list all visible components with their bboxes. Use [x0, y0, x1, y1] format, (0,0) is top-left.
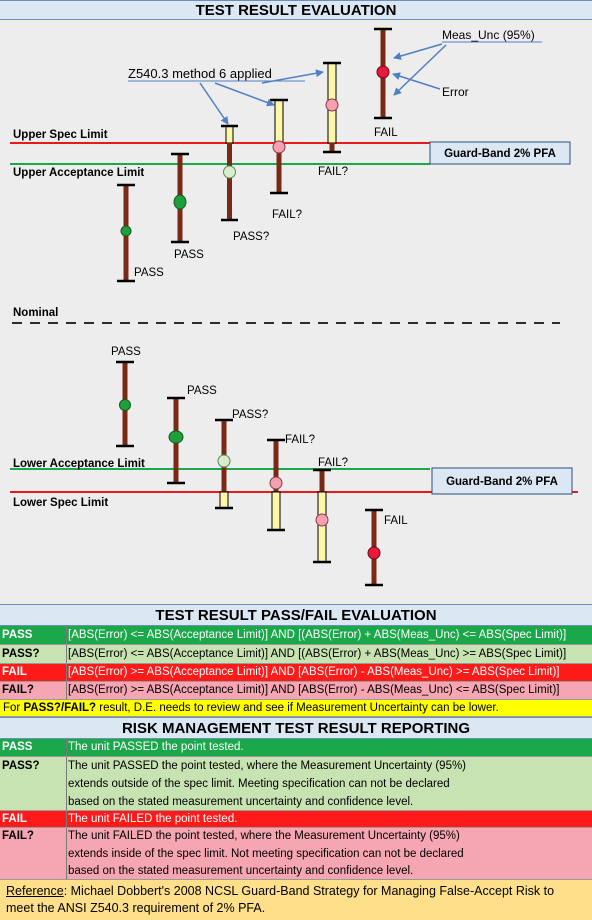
eval-key: FAIL	[2, 666, 27, 678]
lower-acceptance-label: Lower Acceptance Limit	[13, 458, 145, 470]
lower-measurement-5: FAIL?	[313, 457, 348, 564]
eval-row-pass: PASS [ABS(Error) <= ABS(Acceptance Limit…	[0, 626, 592, 645]
eval-row-pass-q: PASS? [ABS(Error) <= ABS(Acceptance Limi…	[0, 645, 592, 664]
upper-result-4: FAIL?	[272, 209, 302, 221]
risk-key: PASS?	[2, 760, 40, 772]
upper-result-5: FAIL?	[318, 166, 348, 178]
eval-row-fail-q: FAIL? [ABS(Error) >= ABS(Acceptance Limi…	[0, 682, 592, 700]
risk-key: FAIL?	[2, 830, 34, 842]
guard-band-upper-label: Guard-Band 2% PFA	[444, 148, 556, 160]
guard-band-upper-box	[429, 141, 571, 165]
lower-spec-label: Lower Spec Limit	[13, 497, 108, 509]
upper-measurement-2: PASS	[171, 152, 204, 261]
diagram-svg: Upper Spec Limit Upper Acceptance Limit …	[10, 27, 578, 587]
upper-measurement-1: PASS	[117, 183, 164, 283]
risk-text: The unit PASSED the point tested.	[68, 741, 244, 753]
upper-measurement-3: PASS?	[221, 124, 269, 243]
main-title: TEST RESULT EVALUATION	[0, 0, 592, 20]
upper-result-3: PASS?	[233, 231, 269, 243]
reference-line1: : Michael Dobbert's 2008 NCSL Guard-Band…	[63, 884, 555, 898]
eval-note: For PASS?/FAIL? result, D.E. needs to re…	[0, 700, 592, 717]
lower-result-3: PASS?	[232, 409, 268, 421]
reference-line2: meet the ANSI Z540.3 requirement of 2% P…	[6, 901, 266, 915]
lower-result-4: FAIL?	[285, 434, 315, 446]
risk-key: FAIL	[2, 813, 27, 825]
eval-note-suffix: result, D.E. needs to review and see if …	[96, 702, 499, 714]
method-callout: Z540.3 method 6 applied	[128, 66, 272, 81]
upper-measurement-5: FAIL?	[318, 61, 348, 178]
risk-key: PASS	[2, 741, 33, 753]
reference-box: Reference: Michael Dobbert's 2008 NCSL G…	[0, 880, 592, 920]
meas-unc-callout: Meas_Unc (95%)	[442, 28, 535, 42]
guard-band-lower-label: Guard-Band 2% PFA	[446, 476, 558, 488]
lower-measurement-2: PASS	[167, 385, 217, 485]
eval-key: PASS?	[2, 648, 40, 660]
eval-key: PASS	[2, 629, 33, 641]
risk-text: The unit FAILED the point tested, where …	[68, 830, 464, 877]
upper-acceptance-label: Upper Acceptance Limit	[13, 167, 144, 179]
risk-row-pass: PASS The unit PASSED the point tested.	[0, 739, 592, 757]
eval-note-bold: PASS?/FAIL?	[23, 702, 97, 714]
error-callout: Error	[442, 85, 469, 99]
reference-label: Reference	[6, 884, 64, 898]
eval-note-prefix: For	[3, 702, 24, 714]
risk-row-fail: FAIL The unit FAILED the point tested.	[0, 811, 592, 828]
upper-result-2: PASS	[174, 249, 204, 261]
upper-result-1: PASS	[134, 267, 164, 279]
eval-text: [ABS(Error) <= ABS(Acceptance Limit)] AN…	[68, 629, 567, 641]
nominal-label: Nominal	[13, 307, 58, 319]
eval-key: FAIL?	[2, 684, 34, 696]
upper-result-6: FAIL	[374, 127, 398, 139]
lower-result-1: PASS	[111, 346, 141, 358]
guard-band-lower-box	[431, 467, 573, 495]
lower-result-5: FAIL?	[318, 457, 348, 469]
upper-spec-label: Upper Spec Limit	[13, 129, 108, 141]
lower-result-2: PASS	[187, 385, 217, 397]
risk-row-pass-q: PASS? The unit PASSED the point tested, …	[0, 757, 592, 811]
eval-row-fail: FAIL [ABS(Error) >= ABS(Acceptance Limit…	[0, 664, 592, 682]
guard-band-diagram: Upper Spec Limit Upper Acceptance Limit …	[0, 20, 592, 604]
lower-result-6: FAIL	[384, 515, 408, 527]
lower-measurement-6: FAIL	[365, 508, 408, 587]
risk-row-fail-q: FAIL? The unit FAILED the point tested, …	[0, 828, 592, 880]
eval-text: [ABS(Error) <= ABS(Acceptance Limit)] AN…	[68, 648, 567, 660]
upper-measurement-6: FAIL	[374, 27, 398, 139]
lower-measurement-4: FAIL?	[267, 434, 315, 532]
risk-text: The unit FAILED the point tested.	[68, 813, 238, 825]
eval-text: [ABS(Error) >= ABS(Acceptance Limit)] AN…	[68, 684, 560, 696]
upper-measurement-4: FAIL?	[270, 98, 302, 221]
risk-text: The unit PASSED the point tested, where …	[68, 760, 467, 808]
lower-measurement-1: PASS	[111, 346, 141, 448]
evaluation-title: TEST RESULT PASS/FAIL EVALUATION	[0, 604, 592, 626]
lower-measurement-3: PASS?	[215, 409, 268, 510]
eval-text: [ABS(Error) >= ABS(Acceptance Limit)] AN…	[68, 666, 560, 678]
risk-title: RISK MANAGEMENT TEST RESULT REPORTING	[0, 717, 592, 739]
